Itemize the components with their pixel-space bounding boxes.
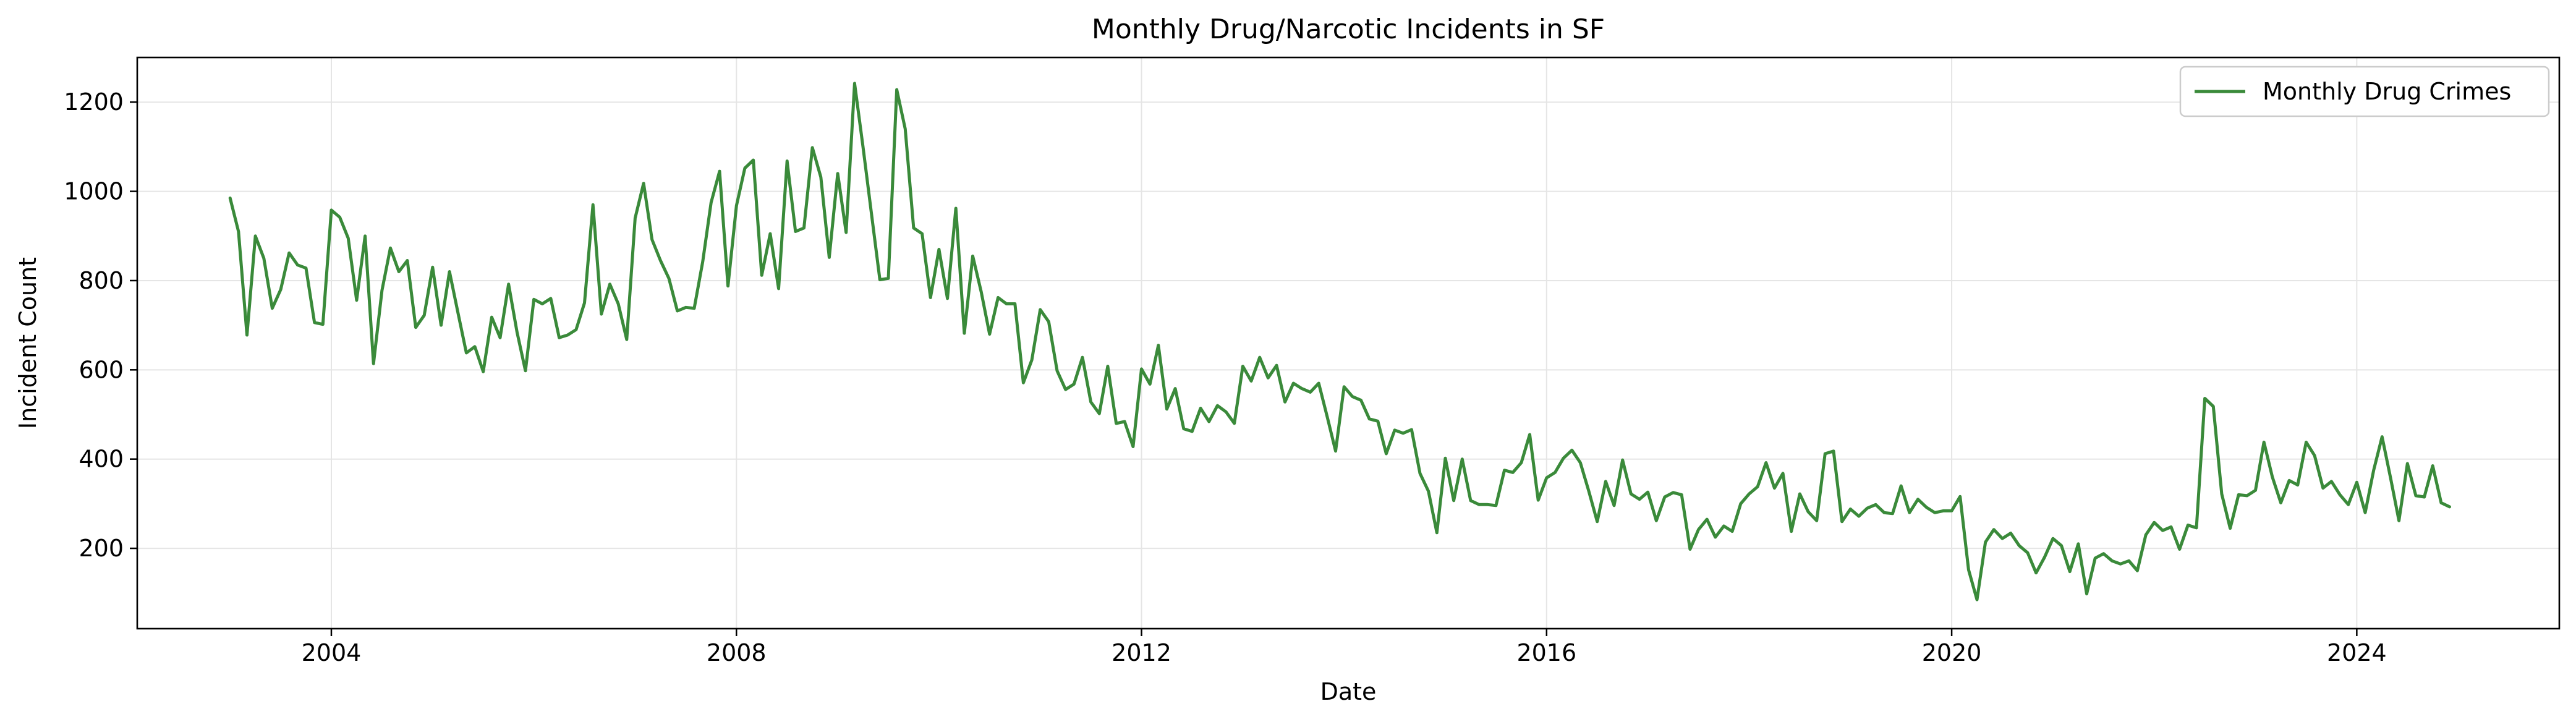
grid [137,57,2559,629]
plot-area-frame [136,56,2561,630]
y-axis-ticks: 200 400 600 800 1000 1200 [64,88,137,562]
x-tick-label: 2008 [707,639,767,666]
chart-title: Monthly Drug/Narcotic Incidents in SF [1092,14,1605,45]
x-axis-label: Date [1320,678,1377,705]
y-tick-label: 1000 [64,178,124,205]
y-tick-label: 1200 [64,88,124,116]
y-axis-label: Incident Count [14,257,41,429]
x-tick-label: 2004 [302,639,362,666]
y-tick-label: 800 [79,267,124,294]
legend: Monthly Drug Crimes [2179,66,2550,117]
y-tick-label: 600 [79,356,124,383]
y-tick-label: 200 [79,535,124,562]
x-tick-label: 2016 [1516,639,1576,666]
x-axis-ticks: 2004 2008 2012 2016 2020 2024 [302,629,2387,666]
x-tick-label: 2024 [2327,639,2387,666]
x-tick-label: 2012 [1112,639,1171,666]
legend-label: Monthly Drug Crimes [2263,78,2511,105]
x-tick-label: 2020 [1922,639,1982,666]
series-line-monthly-drug-crimes [228,82,2451,601]
legend-box [2179,66,2550,117]
y-tick-label: 400 [79,446,124,473]
